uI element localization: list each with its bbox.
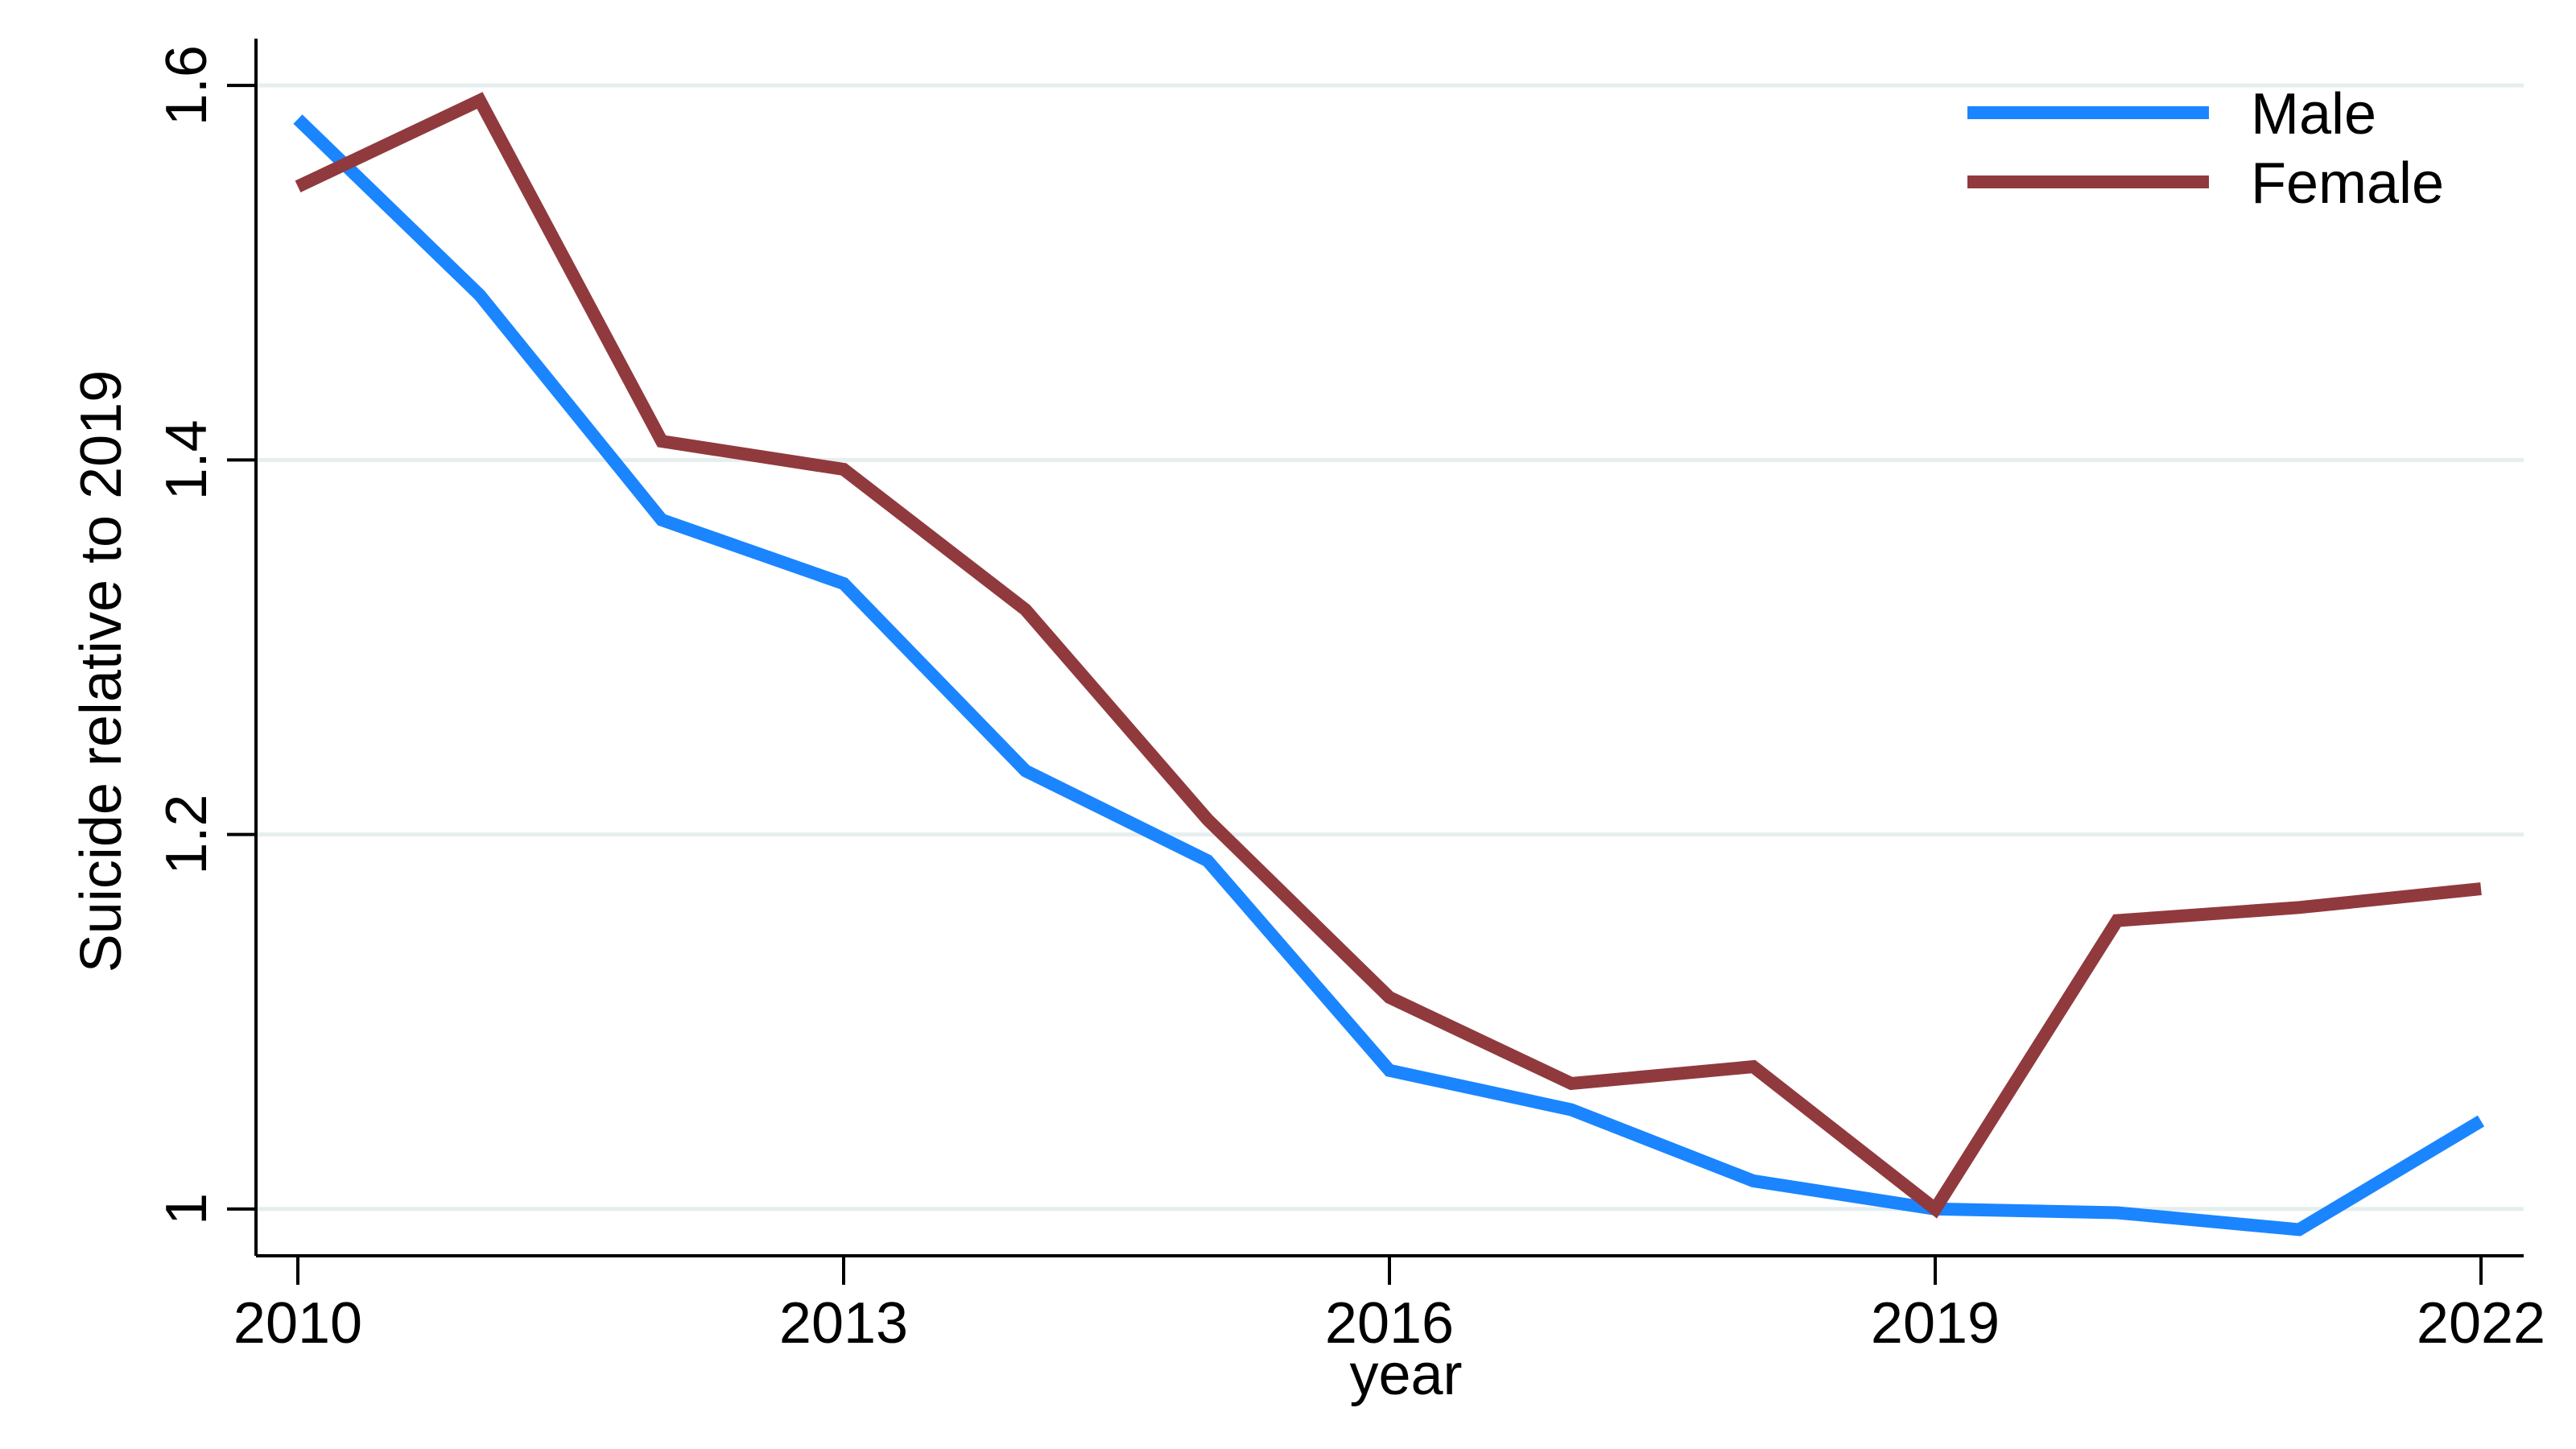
y-axis-title: Suicide relative to 2019 [69,370,134,972]
legend-label-male: Male [2251,82,2376,147]
x-axis-title: year [1349,1343,1462,1407]
legend-label-female: Female [2251,151,2444,216]
x-tick-label: 2022 [2417,1291,2545,1356]
x-tick-label: 2013 [779,1291,908,1356]
y-tick-label: 1 [155,1193,219,1225]
y-tick-label: 1.2 [155,795,219,875]
y-tick-label: 1.6 [155,45,219,126]
y-ticks: 1 1.2 1.4 1.6 [155,45,256,1225]
x-ticks: 2010 2013 2016 2019 2022 [233,1256,2545,1356]
series-line-female [295,92,2482,1219]
series-line-male [293,114,2485,1236]
x-tick-label: 2019 [1871,1291,2000,1356]
legend: Male Female [1967,82,2444,216]
x-tick-label: 2010 [233,1291,362,1356]
gridlines [256,83,2524,1212]
series-lines [293,92,2485,1236]
y-tick-label: 1.4 [155,419,219,500]
x-tick-label: 2016 [1325,1291,1454,1356]
